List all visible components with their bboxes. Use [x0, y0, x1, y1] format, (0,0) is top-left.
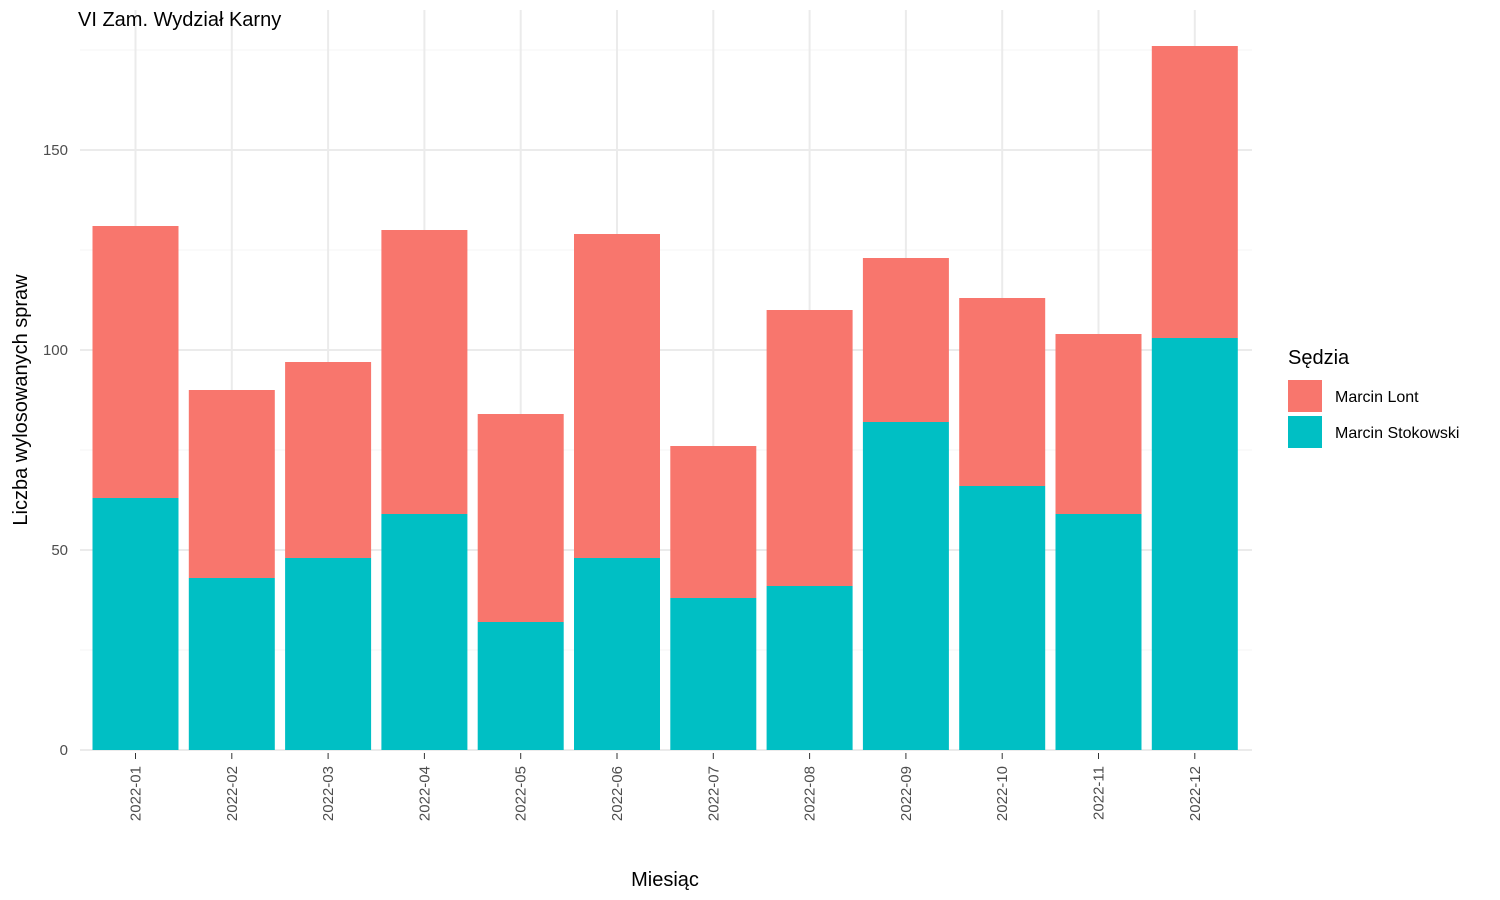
bar-2022-06-marcin-stokowski [574, 558, 660, 750]
bar-2022-12-marcin-lont [1151, 46, 1238, 338]
legend-key-marcin-stokowski [1288, 416, 1322, 448]
bar-2022-07-marcin-lont [670, 446, 757, 598]
x-axis-ticks: 2022-01 2022-02 2022-03 2022-04 2022-05 2022-… [128, 753, 1204, 821]
legend-key-marcin-lont [1288, 380, 1322, 412]
y-tick-label-100: 100 [43, 342, 68, 359]
x-tick-label-2022-01: 2022-01 [128, 766, 145, 821]
bar-2022-03-marcin-stokowski [285, 558, 372, 750]
bar-2022-10-marcin-lont [959, 298, 1046, 486]
x-tick-label-2022-05: 2022-05 [513, 766, 530, 821]
x-tick-label-2022-12: 2022-12 [1187, 766, 1204, 821]
bar-2022-11-marcin-lont [1055, 334, 1142, 514]
bar-2022-02-marcin-lont [188, 390, 275, 578]
bar-2022-09-marcin-stokowski [862, 422, 949, 750]
x-tick-label-2022-03: 2022-03 [320, 766, 337, 821]
bar-2022-04-marcin-stokowski [381, 514, 468, 750]
bar-2022-08-marcin-lont [766, 310, 853, 586]
bar-2022-01-marcin-lont [92, 226, 179, 498]
y-axis-title: Liczba wylosowanych spraw [10, 274, 32, 526]
x-tick-label-2022-06: 2022-06 [609, 766, 626, 821]
bar-2022-05-marcin-lont [477, 414, 564, 622]
x-tick-label-2022-07: 2022-07 [705, 766, 722, 821]
y-tick-label-150: 150 [43, 142, 68, 159]
bar-2022-12-marcin-stokowski [1151, 338, 1238, 750]
bar-2022-04-marcin-lont [381, 230, 468, 514]
bar-2022-07-marcin-stokowski [670, 598, 757, 750]
bar-2022-06-marcin-lont [574, 234, 660, 558]
y-tick-label-0: 0 [60, 742, 68, 759]
bar-2022-09-marcin-lont [862, 258, 949, 422]
bar-2022-03-marcin-lont [285, 362, 372, 558]
x-axis-title: Miesiąc [631, 869, 699, 891]
legend-label-marcin-stokowski: Marcin Stokowski [1335, 425, 1459, 442]
chart-title: VI Zam. Wydział Karny [78, 9, 281, 31]
x-tick-label-2022-02: 2022-02 [224, 766, 241, 821]
x-tick-label-2022-10: 2022-10 [994, 766, 1011, 821]
bar-2022-10-marcin-stokowski [959, 486, 1046, 750]
bars [92, 46, 1238, 750]
bar-2022-11-marcin-stokowski [1055, 514, 1142, 750]
bar-2022-02-marcin-stokowski [188, 578, 275, 750]
legend-label-marcin-lont: Marcin Lont [1335, 389, 1419, 406]
x-tick-label-2022-11: 2022-11 [1091, 766, 1108, 820]
legend-title: Sędzia [1288, 347, 1350, 369]
x-tick-label-2022-08: 2022-08 [802, 766, 819, 821]
legend: Sędzia Marcin Lont Marcin Stokowski [1288, 347, 1459, 448]
bar-2022-01-marcin-stokowski [92, 498, 179, 750]
x-tick-label-2022-04: 2022-04 [416, 766, 433, 821]
y-tick-label-50: 50 [51, 542, 68, 559]
bar-2022-08-marcin-stokowski [766, 586, 853, 750]
y-axis-ticks: 0 50 100 150 [43, 142, 68, 759]
bar-2022-05-marcin-stokowski [477, 622, 564, 750]
x-tick-label-2022-09: 2022-09 [898, 766, 915, 821]
